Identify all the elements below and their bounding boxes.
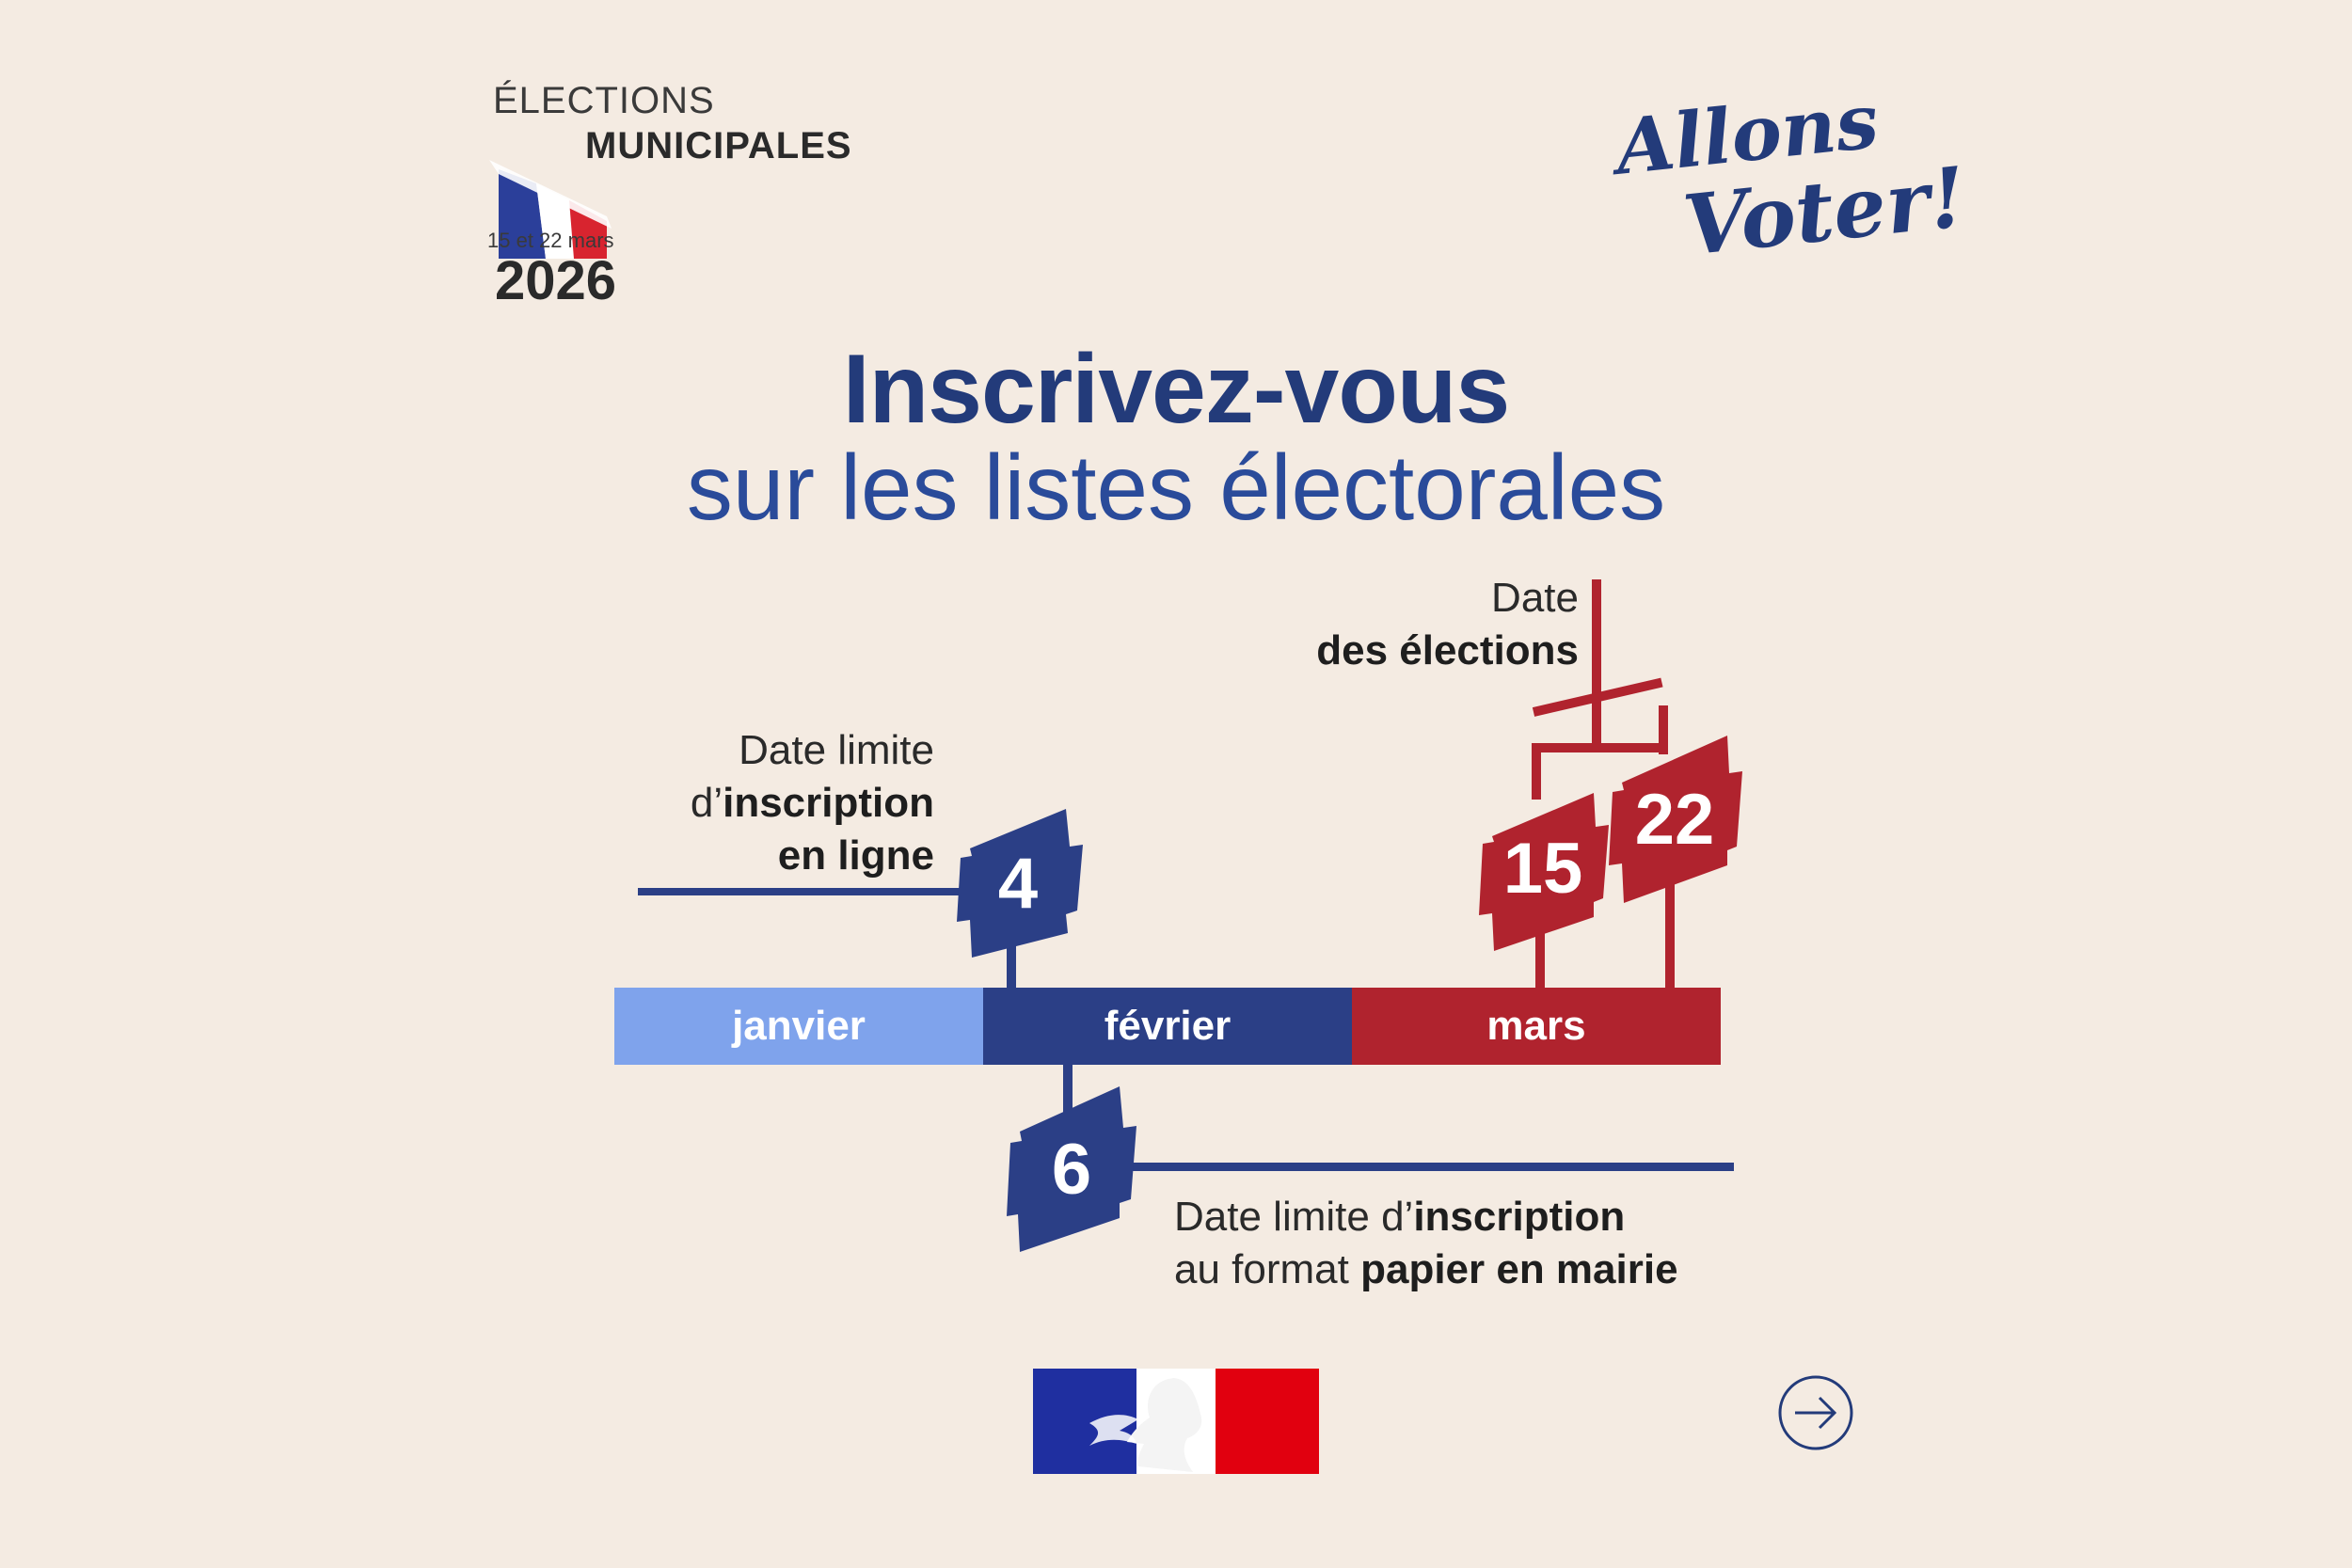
election-22-stem — [1665, 884, 1675, 990]
election-15-stem — [1535, 931, 1545, 990]
french-flag-icon — [489, 160, 612, 259]
online-deadline-day-badge: 4 — [953, 809, 1083, 958]
election-label-bold: des élections — [1316, 627, 1579, 673]
election-date-label: Date des élections — [1316, 572, 1579, 677]
logo-municipales-text: MUNICIPALES — [585, 125, 852, 166]
page-subtitle: sur les listes électorales — [686, 436, 1666, 539]
election-day-15-badge: 15 — [1477, 785, 1609, 951]
logo-dates-text: 15 et 22 mars — [487, 229, 614, 252]
paper-deadline-line — [1124, 1163, 1734, 1171]
online-label-line-3: en ligne — [691, 830, 934, 882]
election-label-line-2: des élections — [1316, 625, 1579, 677]
online-label-prefix: d’ — [690, 780, 723, 826]
elections-logo: ÉLECTIONS MUNICIPALES 15 et 22 mars 2026 — [480, 80, 875, 325]
month-january: janvier — [614, 988, 983, 1065]
ballot-badge-shape — [1479, 793, 1609, 951]
paper-deadline-day: 6 — [1051, 1129, 1092, 1210]
logo-year-text: 2026 — [495, 250, 617, 311]
online-label-line-2: d’inscription — [691, 777, 934, 830]
election-pointer-line — [1592, 579, 1601, 749]
election-day-22: 22 — [1634, 779, 1715, 860]
paper-deadline-day-badge: 6 — [1007, 1086, 1136, 1252]
online-deadline-label: Date limite d’inscription en ligne — [691, 724, 934, 882]
month-march: mars — [1352, 988, 1721, 1065]
paper-label-bold-2: papier en mairie — [1360, 1246, 1678, 1292]
ballot-badge-shape — [1007, 1086, 1136, 1252]
page-title: Inscrivez-vous — [842, 335, 1511, 444]
paper-deadline-stem — [1063, 1063, 1073, 1119]
online-label-bold-2: en ligne — [777, 832, 934, 879]
online-label-line-1: Date limite — [739, 727, 934, 773]
month-february: février — [983, 988, 1352, 1065]
online-deadline-line — [638, 888, 967, 895]
arrow-right-circle-icon[interactable] — [1776, 1373, 1855, 1452]
paper-label-bold-1: inscription — [1413, 1194, 1626, 1240]
paper-label-line-2: au format papier en mairie — [1174, 1243, 1678, 1296]
paper-label-prefix-1: Date limite d’ — [1174, 1194, 1414, 1240]
election-bracket-left — [1532, 743, 1541, 800]
paper-label-line-1: Date limite d’inscription — [1174, 1191, 1678, 1243]
election-day-22-badge: 22 — [1607, 736, 1742, 903]
logo-elections-text: ÉLECTIONS — [493, 80, 715, 121]
paper-label-prefix-2: au format — [1174, 1246, 1361, 1292]
allons-voter-slogan: Allons Voter! — [1599, 76, 1970, 292]
next-button[interactable] — [1776, 1373, 1855, 1452]
election-label-line-1: Date — [1491, 575, 1579, 621]
ballot-badge-shape — [957, 809, 1083, 958]
paper-deadline-label: Date limite d’inscription au format papi… — [1174, 1191, 1678, 1296]
ballot-badge-shape — [1609, 736, 1742, 903]
online-label-bold: inscription — [723, 780, 934, 826]
election-bracket-right — [1659, 705, 1668, 754]
online-deadline-day: 4 — [997, 843, 1039, 924]
marianne-logo-icon — [1033, 1369, 1319, 1474]
online-deadline-stem — [1007, 931, 1016, 990]
election-bracket-top — [1534, 743, 1665, 752]
election-day-15: 15 — [1502, 828, 1583, 909]
